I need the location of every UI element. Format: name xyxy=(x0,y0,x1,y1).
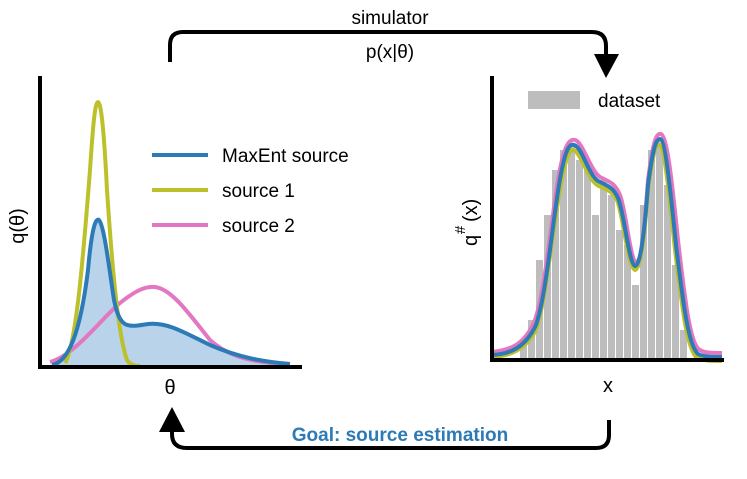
source1-curve xyxy=(63,99,141,368)
hist-bar xyxy=(680,330,687,358)
hist-bar xyxy=(520,345,527,358)
likelihood-label: p(x|θ) xyxy=(366,42,414,63)
hist-bar xyxy=(568,145,575,358)
left-legend: MaxEnt source source 1 source 2 xyxy=(152,146,349,237)
maxent-pushforward-blue xyxy=(491,136,723,359)
simulator-arrow: simulator p(x|θ) xyxy=(168,8,619,78)
right-xlabel: x xyxy=(603,375,613,397)
hist-bar xyxy=(552,170,559,358)
left-plot: q(θ) θ MaxEnt source source 1 source 2 xyxy=(7,76,349,399)
hist-bar xyxy=(600,180,607,358)
right-legend: dataset xyxy=(528,91,661,112)
hist-bar xyxy=(584,170,591,358)
left-ylabel: q(θ) xyxy=(7,208,29,244)
legend-label-dataset: dataset xyxy=(598,91,661,112)
legend-swatch-dataset xyxy=(528,91,580,109)
right-ylabel: q # (x) xyxy=(452,199,482,246)
left-xlabel: θ xyxy=(164,377,175,399)
goal-arrow-line xyxy=(170,420,611,450)
hist-bar xyxy=(624,245,631,358)
hist-bar xyxy=(592,215,599,358)
goal-arrow-head xyxy=(159,407,185,432)
legend-label-maxent: MaxEnt source xyxy=(222,146,349,167)
simulator-arrow-line xyxy=(168,30,608,62)
hist-bar xyxy=(608,195,615,358)
legend-label-source1: source 1 xyxy=(222,181,295,202)
hist-bar xyxy=(560,150,567,358)
dataset-histogram xyxy=(520,140,687,358)
goal-label: Goal: source estimation xyxy=(292,425,508,446)
maxent-fill xyxy=(52,219,290,368)
hist-bar xyxy=(664,185,671,358)
hist-bar xyxy=(656,140,663,358)
maxent-curve xyxy=(51,217,291,367)
simulator-arrow-head xyxy=(594,54,619,78)
hist-bar xyxy=(632,285,639,358)
legend-label-source2: source 2 xyxy=(222,216,295,237)
hist-bar xyxy=(640,205,647,358)
hist-bar xyxy=(576,160,583,358)
goal-arrow: Goal: source estimation xyxy=(159,407,611,450)
hist-bar xyxy=(648,150,655,358)
simulator-label: simulator xyxy=(351,8,429,29)
hist-bar xyxy=(616,230,623,358)
hist-bar xyxy=(672,265,679,358)
right-ylabel-q: q xyxy=(460,235,482,246)
right-plot: q # (x) x dataset xyxy=(452,76,724,397)
right-ylabel-arg: (x) xyxy=(460,199,482,222)
right-ylabel-sup: # xyxy=(452,225,469,234)
